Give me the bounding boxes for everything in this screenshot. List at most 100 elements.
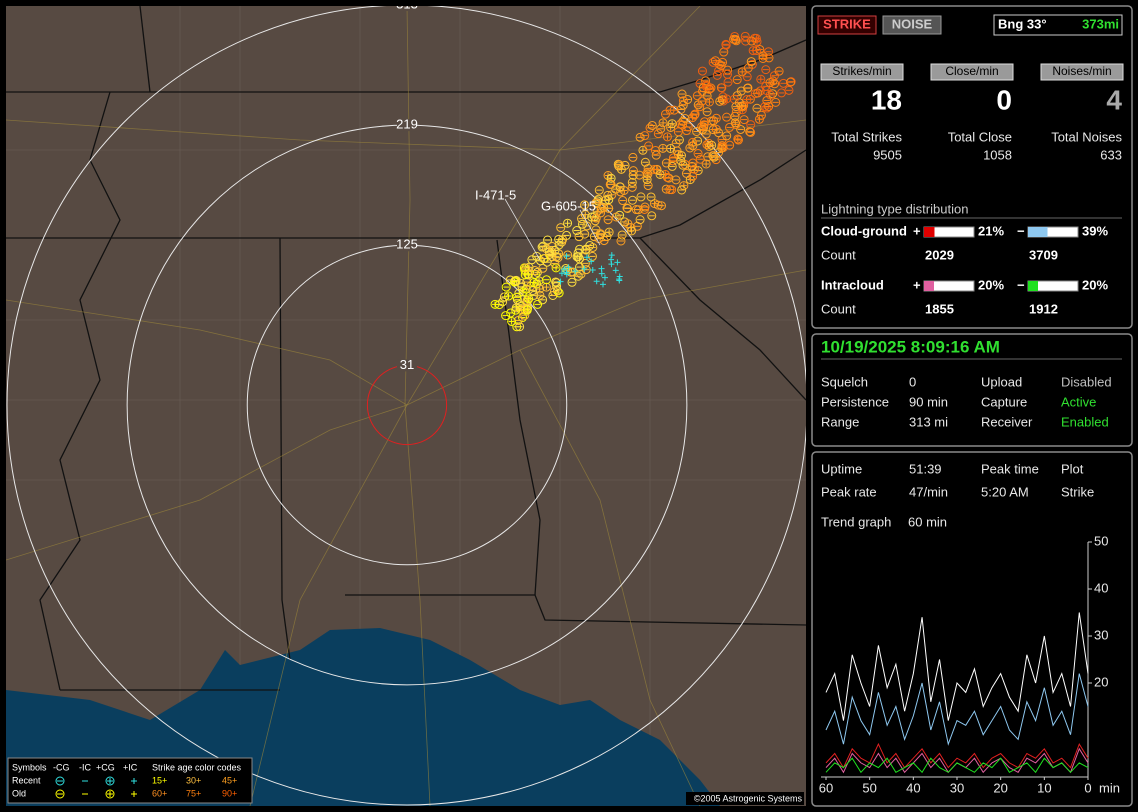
strike-symbol [577, 214, 587, 224]
strike-plus [563, 271, 570, 278]
strike-ring [725, 140, 735, 150]
count: 1855 [925, 301, 954, 316]
strike-symbol [693, 136, 703, 146]
strike-ring [510, 276, 520, 286]
strike-symbol [723, 77, 733, 87]
strike-symbol [633, 205, 643, 215]
strike-symbol [692, 127, 702, 137]
label: Trend graph [821, 514, 891, 529]
strike-bar [564, 220, 571, 227]
strike-button[interactable] [817, 15, 877, 35]
legend-age-title: Strike age color codes [152, 762, 242, 772]
rate-button-label[interactable]: Close/min [945, 64, 998, 78]
age-code: 75+ [186, 788, 201, 798]
strike-symbol [701, 76, 711, 86]
strike-ring [764, 101, 774, 111]
strike-symbol [688, 158, 698, 168]
strike-ring [704, 138, 714, 148]
rate-button-label[interactable]: Noises/min [1052, 64, 1111, 78]
strike-symbol [693, 149, 703, 159]
strike-bar [732, 119, 739, 126]
noise-button-label[interactable]: NOISE [892, 16, 933, 31]
status-value: 90 min [909, 394, 948, 409]
total-value: 9505 [873, 147, 902, 162]
strike-symbol [666, 143, 676, 153]
strike-ring [740, 31, 750, 41]
strike-symbol [708, 151, 718, 161]
strike-symbol [762, 95, 772, 105]
strike-bar [657, 171, 664, 178]
strike-symbol [605, 179, 615, 189]
strike-bar [530, 279, 537, 286]
strike-symbol [616, 236, 626, 246]
strike-plus [608, 261, 615, 268]
pct-label: 20% [1082, 277, 1108, 292]
strike-symbol [774, 66, 784, 76]
rate-value: 18 [871, 84, 902, 115]
range-rings: 313 219 125 31 [6, 6, 806, 806]
strike-symbol [667, 119, 677, 129]
strike-symbol [617, 230, 627, 240]
strike-ring [714, 147, 724, 157]
strike-ring [758, 53, 768, 63]
strike-symbol [618, 196, 628, 206]
strike-symbol [753, 88, 763, 98]
strike-symbol [533, 299, 543, 309]
strike-ring [506, 308, 516, 318]
strike-symbol [656, 201, 666, 211]
strike-ring [647, 211, 657, 221]
strike-symbol [685, 143, 695, 153]
ring-label-bg [397, 359, 417, 372]
cell-label: I-471-5 [475, 187, 516, 202]
strike-ring [702, 91, 712, 101]
strike-ring [731, 36, 741, 46]
strike-plus [561, 266, 568, 273]
strike-symbol [725, 140, 735, 150]
rate-button[interactable] [930, 63, 1014, 81]
noise-button[interactable] [882, 15, 942, 35]
distance: 373mi [1082, 16, 1119, 31]
strike-ring [756, 110, 766, 120]
rate-button[interactable] [1040, 63, 1124, 81]
strike-plus [558, 270, 565, 277]
strike-ring [688, 137, 698, 147]
strike-ring [683, 122, 693, 132]
strike-symbol [520, 310, 530, 320]
strike-symbol [614, 161, 624, 171]
rate-button-label[interactable]: Strikes/min [832, 64, 891, 78]
value[interactable]: Strike [1061, 484, 1094, 499]
strike-ring [678, 100, 688, 110]
strike-button-label[interactable]: STRIKE [823, 16, 871, 31]
strike-bar [723, 95, 730, 102]
cell-label: G-605-15 [541, 198, 596, 213]
strike-ring [662, 132, 672, 142]
status-label: Upload [981, 374, 1022, 389]
strike-ring [604, 203, 614, 213]
strike-ring [580, 200, 590, 210]
strike-ring [603, 171, 613, 181]
x-tick-label: 40 [906, 780, 920, 795]
strike-ring [693, 136, 703, 146]
strike-symbol [681, 168, 691, 178]
ring-label: 219 [396, 117, 418, 132]
status-panel [811, 333, 1133, 447]
strike-ring [701, 129, 711, 139]
status-label: Range [821, 414, 859, 429]
strike-symbol [655, 169, 665, 179]
y-tick-label: 40 [1094, 580, 1108, 595]
strike-ring [554, 234, 564, 244]
strike-symbol [711, 113, 721, 123]
rate-button[interactable] [820, 63, 904, 81]
strike-symbol [656, 124, 666, 134]
strike-ring [535, 256, 545, 266]
strike-symbol [640, 131, 650, 141]
strike-ring [567, 277, 577, 287]
strike-ring [770, 79, 780, 89]
distribution: Cloud-ground +21% 2029 − 39% 3709 Count Intracl… [821, 223, 1108, 316]
strike-symbol [603, 215, 613, 225]
strike-bar [505, 293, 512, 300]
strike-plus [588, 258, 595, 265]
strike-ring [538, 295, 548, 305]
strike-symbol [611, 212, 621, 222]
strike-ring [710, 56, 720, 66]
